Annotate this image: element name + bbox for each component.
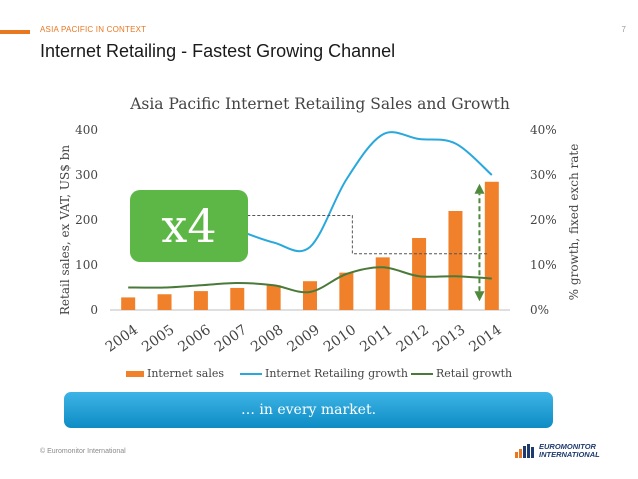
legend-label-internet-sales: Internet sales [147, 367, 224, 380]
every-market-banner[interactable]: … in every market. [64, 392, 553, 428]
bar-internet-sales-2007 [230, 287, 245, 310]
y2-tick-label: 30% [530, 168, 557, 182]
y2-tick-label: 20% [530, 213, 557, 227]
x4-callout: x4 [130, 190, 248, 262]
y-tick-label: 100 [75, 258, 98, 272]
y-tick-label: 200 [75, 213, 98, 227]
x-tick-label: 2007 [212, 322, 250, 356]
x-tick-label: 2006 [175, 322, 213, 356]
bar-internet-sales-2011 [375, 257, 390, 310]
legend-label-internet-growth: Internet Retailing growth [265, 367, 408, 380]
growth-arrow-up-icon [474, 183, 485, 194]
bar-internet-sales-2012 [412, 238, 427, 310]
logo-mark-icon [515, 444, 534, 458]
y2-tick-label: 10% [530, 258, 557, 272]
bar-internet-sales-2008 [266, 285, 281, 310]
bar-internet-sales-2006 [193, 291, 208, 310]
bar-internet-sales-2004 [121, 297, 136, 310]
logo-line-2: INTERNATIONAL [539, 450, 600, 459]
page-number: 7 [621, 25, 626, 34]
dashed-step-annotation [247, 215, 488, 255]
x-tick-label: 2013 [430, 322, 468, 356]
bar-internet-sales-2014 [484, 181, 499, 310]
y-axis-title: Retail sales, ex VAT, US$ bn [58, 145, 72, 316]
logo-line-1: EUROMONITOR [539, 442, 596, 451]
euromonitor-logo: EUROMONITOR INTERNATIONAL [514, 441, 626, 463]
chart: Asia Pacific Internet Retailing Sales an… [58, 95, 581, 380]
x-tick-label: 2005 [139, 322, 177, 356]
x-tick-label: 2014 [466, 322, 504, 356]
x-tick-label: 2011 [357, 322, 395, 356]
legend-swatch-internet-sales [126, 371, 144, 377]
chart-title: Asia Pacific Internet Retailing Sales an… [129, 95, 510, 113]
logo-wordmark: EUROMONITOR INTERNATIONAL [539, 443, 600, 459]
x-tick-label: 2010 [321, 322, 359, 356]
y-tick-label: 300 [75, 168, 98, 182]
line-retail-growth [128, 266, 492, 294]
line-internet-retailing-growth [236, 131, 493, 253]
y-tick-label: 0 [90, 303, 98, 317]
accent-bar [0, 30, 30, 34]
copyright-footer: © Euromonitor International [40, 448, 126, 455]
slide-title: Internet Retailing - Fastest Growing Cha… [40, 41, 396, 61]
bar-internet-sales-2013 [448, 211, 463, 310]
y2-axis-title: % growth, fixed exch rate [567, 144, 581, 301]
x-tick-label: 2008 [248, 322, 286, 356]
bar-internet-sales-2010 [339, 272, 354, 310]
x-tick-label: 2004 [103, 322, 141, 356]
y-tick-label: 400 [75, 123, 98, 137]
section-label: ASIA PACIFIC IN CONTEXT [40, 25, 147, 34]
x-tick-label: 2009 [285, 322, 323, 356]
y2-tick-label: 0% [530, 303, 549, 317]
bar-internet-sales-2009 [303, 281, 317, 310]
growth-arrow-down-icon [474, 291, 485, 302]
legend-label-retail-growth: Retail growth [436, 367, 512, 380]
x-tick-label: 2012 [394, 322, 432, 356]
y2-tick-label: 40% [530, 123, 557, 137]
bar-internet-sales-2005 [157, 294, 172, 310]
